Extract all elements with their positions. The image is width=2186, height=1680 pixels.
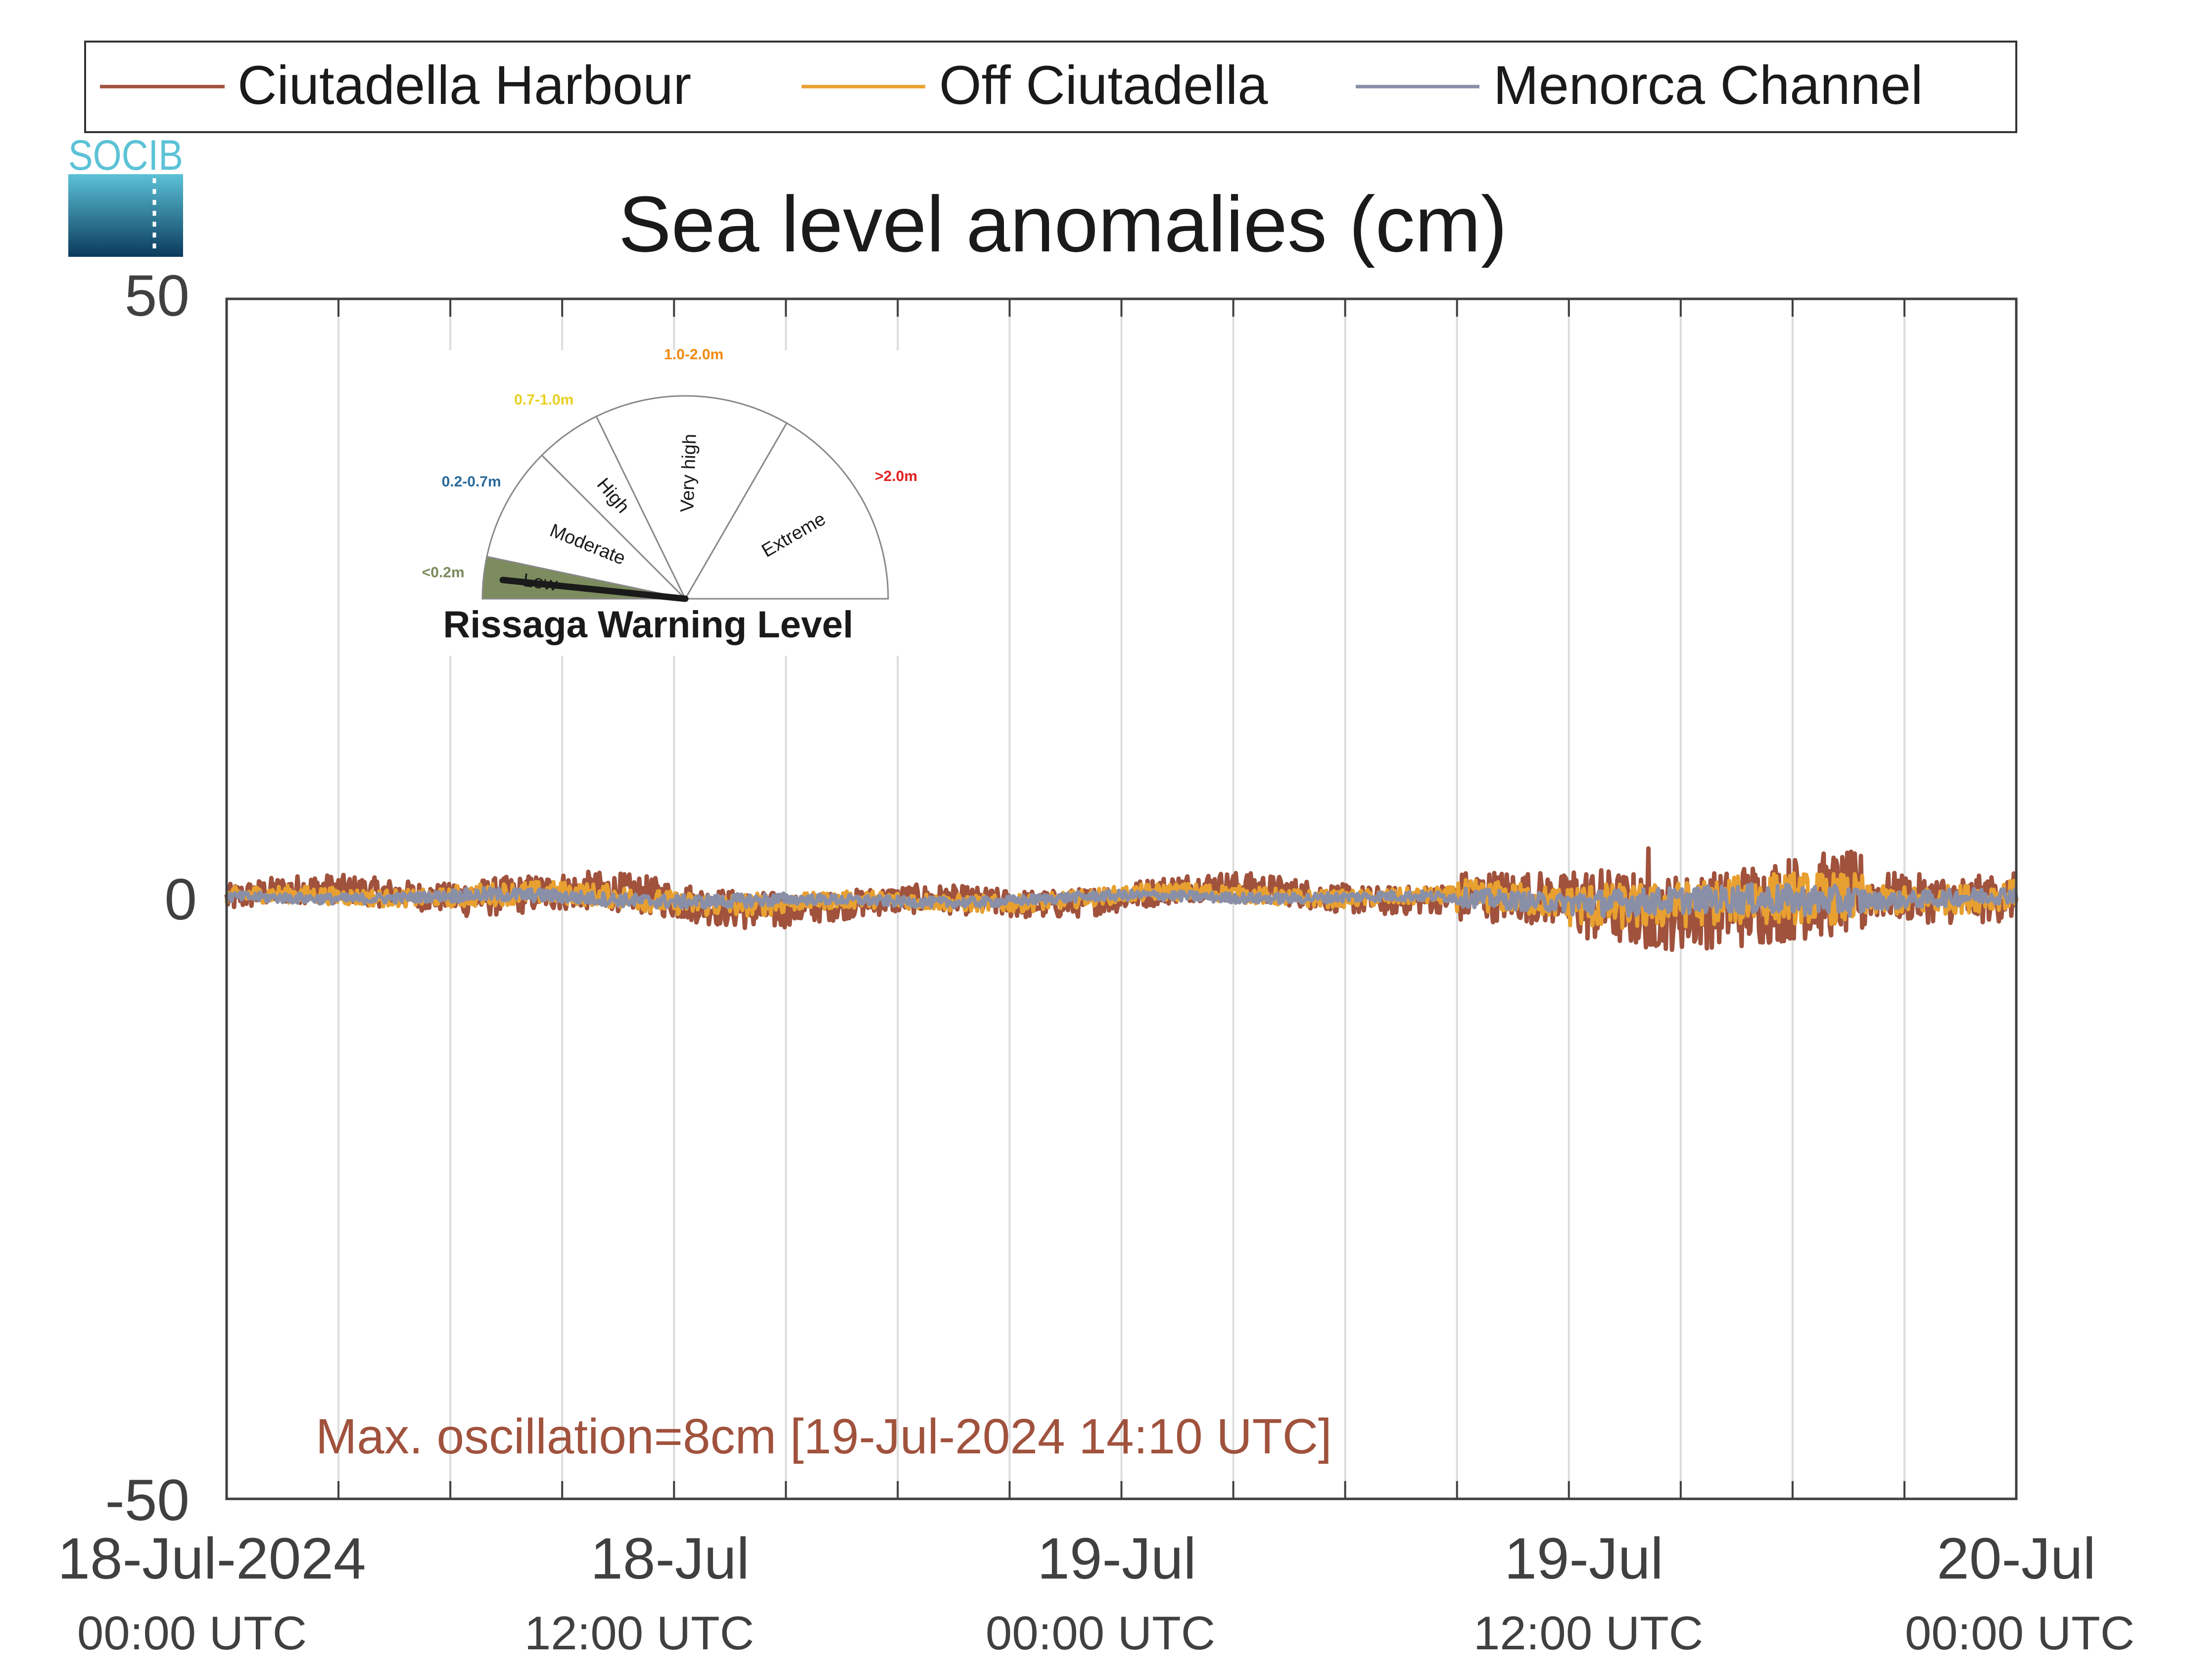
x-tick-date: 18-Jul [590,1526,749,1591]
gauge-needle [499,576,689,602]
y-tick-label: 0 [164,867,197,932]
x-tick-time: 12:00 UTC [1473,1607,1703,1660]
socib-logo: SOCIB [68,132,183,257]
y-tick-label: -50 [105,1468,190,1533]
legend-label: Menorca Channel [1493,55,1923,116]
y-tick-label: 50 [125,263,190,329]
x-tick-labels: 18-Jul-2024 00:00 UTC 18-Jul 12:00 UTC 1… [57,1526,2135,1660]
series-lines [224,846,2019,952]
legend: Ciutadella Harbour Off Ciutadella Menorca … [84,41,2017,133]
gauge-range-label: 0.7-1.0m [514,391,573,408]
x-tick-time: 00:00 UTC [986,1607,1215,1660]
legend-box [84,41,2017,133]
x-tick-date: 19-Jul [1504,1526,1663,1591]
x-tick-date: 19-Jul [1037,1526,1196,1591]
gauge-range-label: 1.0-2.0m [664,346,723,363]
gauge-title: Rissaga Warning Level [443,604,853,646]
legend-label: Ciutadella Harbour [238,55,691,116]
x-tick-time: 00:00 UTC [1905,1607,2135,1660]
gauge-range-label: >2.0m [875,468,917,484]
x-tick-date: 20-Jul [1937,1526,2095,1591]
gauge-sector [684,422,889,600]
chart-title: Sea level anomalies (cm) [618,180,1507,268]
series-line [225,882,2018,918]
max-oscillation-annotation: Max. oscillation=8cm [19-Jul-2024 14:10 … [316,1409,1332,1464]
gauge-range-label: 0.2-0.7m [442,474,501,490]
gauge-sector-label: Very high [677,433,701,513]
legend-label: Off Ciutadella [939,55,1268,116]
x-ticks [337,299,1905,1499]
socib-logo-block [68,174,183,257]
gauge-range-label: <0.2m [422,564,465,580]
x-tick-time: 00:00 UTC [77,1607,307,1660]
socib-logo-text: SOCIB [68,132,183,179]
x-tick-time: 12:00 UTC [524,1607,754,1660]
rissaga-gauge: Low<0.2mModerate0.2-0.7mHigh0.7-1.0mVery… [403,346,920,656]
gauge-sector [486,454,688,600]
gauge-sector [540,415,686,600]
x-tick-date: 18-Jul-2024 [57,1526,366,1591]
gauge-sector [595,395,788,601]
